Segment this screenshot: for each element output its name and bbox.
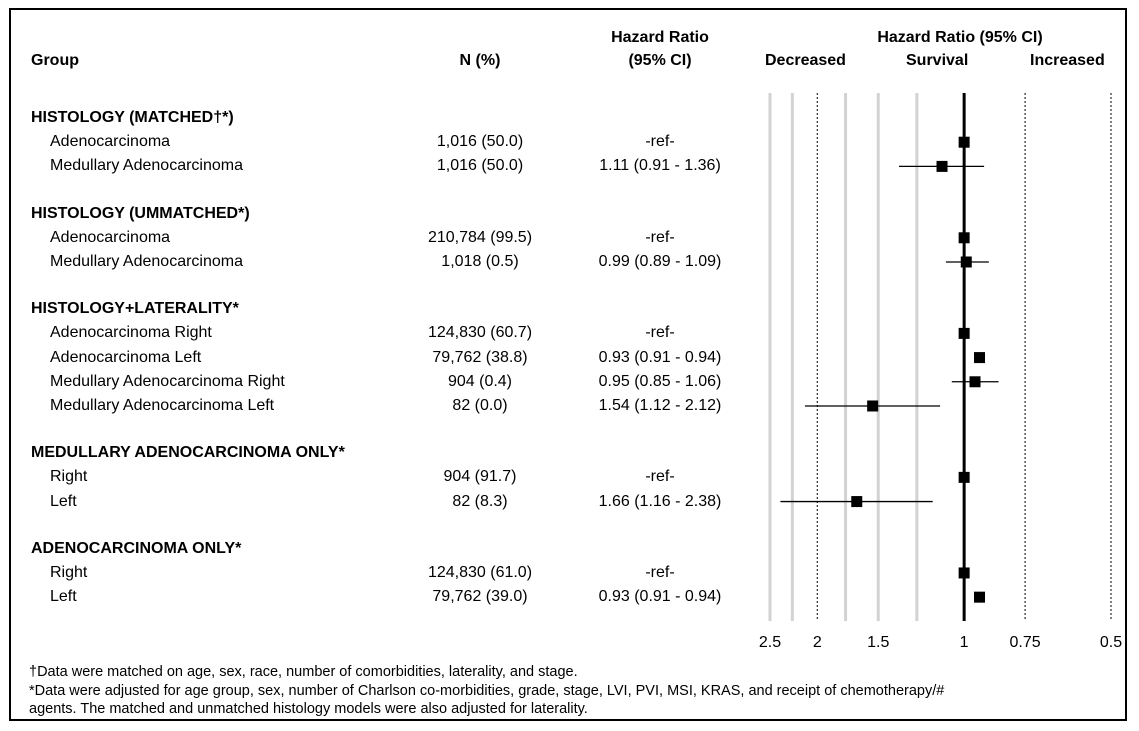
hr-point xyxy=(974,591,986,603)
row-hazard-ratio: 1.66 (1.16 - 2.38) xyxy=(598,492,722,510)
group-header: Group xyxy=(31,52,79,69)
row-hazard-ratio: -ref- xyxy=(645,563,675,581)
row-hazard-ratio: -ref- xyxy=(645,228,675,246)
section-heading: HISTOLOGY+LATERALITY* xyxy=(31,300,239,318)
row-n-percent: 124,830 (60.7) xyxy=(427,324,533,342)
survival-label: Survival xyxy=(906,52,969,69)
hr-header-line2: (95% CI) xyxy=(628,52,692,69)
row-hazard-ratio: 1.11 (0.91 - 1.36) xyxy=(599,157,721,175)
plot-title: Hazard Ratio (95% CI) xyxy=(877,29,1043,46)
row-hazard-ratio: -ref- xyxy=(645,468,675,486)
hr-point xyxy=(958,327,970,339)
row-n-percent: 1,016 (50.0) xyxy=(436,157,524,175)
x-tick-label: 2 xyxy=(812,634,822,651)
x-tick-label: 1.5 xyxy=(867,634,890,651)
row-label: Medullary Adenocarcinoma Left xyxy=(50,396,275,414)
section-heading: HISTOLOGY (UMMATCHED*) xyxy=(31,204,250,222)
row-label: Adenocarcinoma Right xyxy=(50,324,212,342)
row-n-percent: 79,762 (38.8) xyxy=(432,348,528,366)
n-header: N (%) xyxy=(459,52,501,69)
row-label: Adenocarcinoma xyxy=(50,228,171,246)
section-heading: MEDULLARY ADENOCARCINOMA ONLY* xyxy=(31,444,345,462)
row-n-percent: 904 (0.4) xyxy=(447,372,513,390)
row-n-percent: 124,830 (61.0) xyxy=(427,563,533,581)
row-label: Adenocarcinoma xyxy=(50,133,171,151)
row-label: Medullary Adenocarcinoma xyxy=(50,157,243,175)
decreased-label: Decreased xyxy=(765,52,846,69)
x-tick-label: 1 xyxy=(959,634,969,651)
footnote-adjusted-cont: agents. The matched and unmatched histol… xyxy=(29,701,588,717)
row-hazard-ratio: 0.99 (0.89 - 1.09) xyxy=(598,252,722,270)
hr-point xyxy=(958,232,970,244)
section-heading: HISTOLOGY (MATCHED†*) xyxy=(31,109,234,126)
hr-point xyxy=(936,160,948,172)
x-tick-label: 0.5 xyxy=(1099,634,1123,651)
row-n-percent: 82 (0.0) xyxy=(452,396,508,414)
hr-point xyxy=(974,352,986,364)
row-hazard-ratio: 0.93 (0.91 - 0.94) xyxy=(598,348,722,366)
row-label: Right xyxy=(50,468,88,486)
increased-label: Increased xyxy=(1030,52,1105,69)
hr-header-line1: Hazard Ratio xyxy=(611,29,709,46)
row-hazard-ratio: 0.93 (0.91 - 0.94) xyxy=(598,588,722,606)
hr-point xyxy=(960,256,972,268)
hr-point xyxy=(867,400,879,412)
x-tick-label: 0.75 xyxy=(1009,634,1041,651)
row-label: Right xyxy=(50,563,88,581)
hr-point xyxy=(958,567,970,579)
row-hazard-ratio: 1.54 (1.12 - 2.12) xyxy=(598,396,722,414)
row-n-percent: 82 (8.3) xyxy=(452,492,508,510)
hr-point xyxy=(958,136,970,148)
hr-point xyxy=(969,376,981,388)
hr-point xyxy=(958,471,970,483)
footnote-matched: †Data were matched on age, sex, race, nu… xyxy=(29,664,578,680)
row-label: Adenocarcinoma Left xyxy=(50,348,202,366)
row-label: Left xyxy=(50,492,77,510)
figure-frame xyxy=(9,8,1127,721)
row-n-percent: 1,016 (50.0) xyxy=(436,133,524,151)
row-n-percent: 904 (91.7) xyxy=(443,468,517,486)
hr-point xyxy=(851,496,863,508)
row-n-percent: 1,018 (0.5) xyxy=(441,252,519,270)
row-hazard-ratio: -ref- xyxy=(645,133,675,151)
row-label: Medullary Adenocarcinoma Right xyxy=(50,372,285,390)
row-label: Left xyxy=(50,588,77,606)
row-hazard-ratio: 0.95 (0.85 - 1.06) xyxy=(598,372,722,390)
footnote-adjusted: *Data were adjusted for age group, sex, … xyxy=(29,683,945,699)
x-tick-label: 2.5 xyxy=(758,634,782,651)
section-heading: ADENOCARCINOMA ONLY* xyxy=(31,539,242,557)
row-hazard-ratio: -ref- xyxy=(645,324,675,342)
row-n-percent: 210,784 (99.5) xyxy=(427,228,533,246)
row-label: Medullary Adenocarcinoma xyxy=(50,252,243,270)
row-n-percent: 79,762 (39.0) xyxy=(432,588,528,606)
